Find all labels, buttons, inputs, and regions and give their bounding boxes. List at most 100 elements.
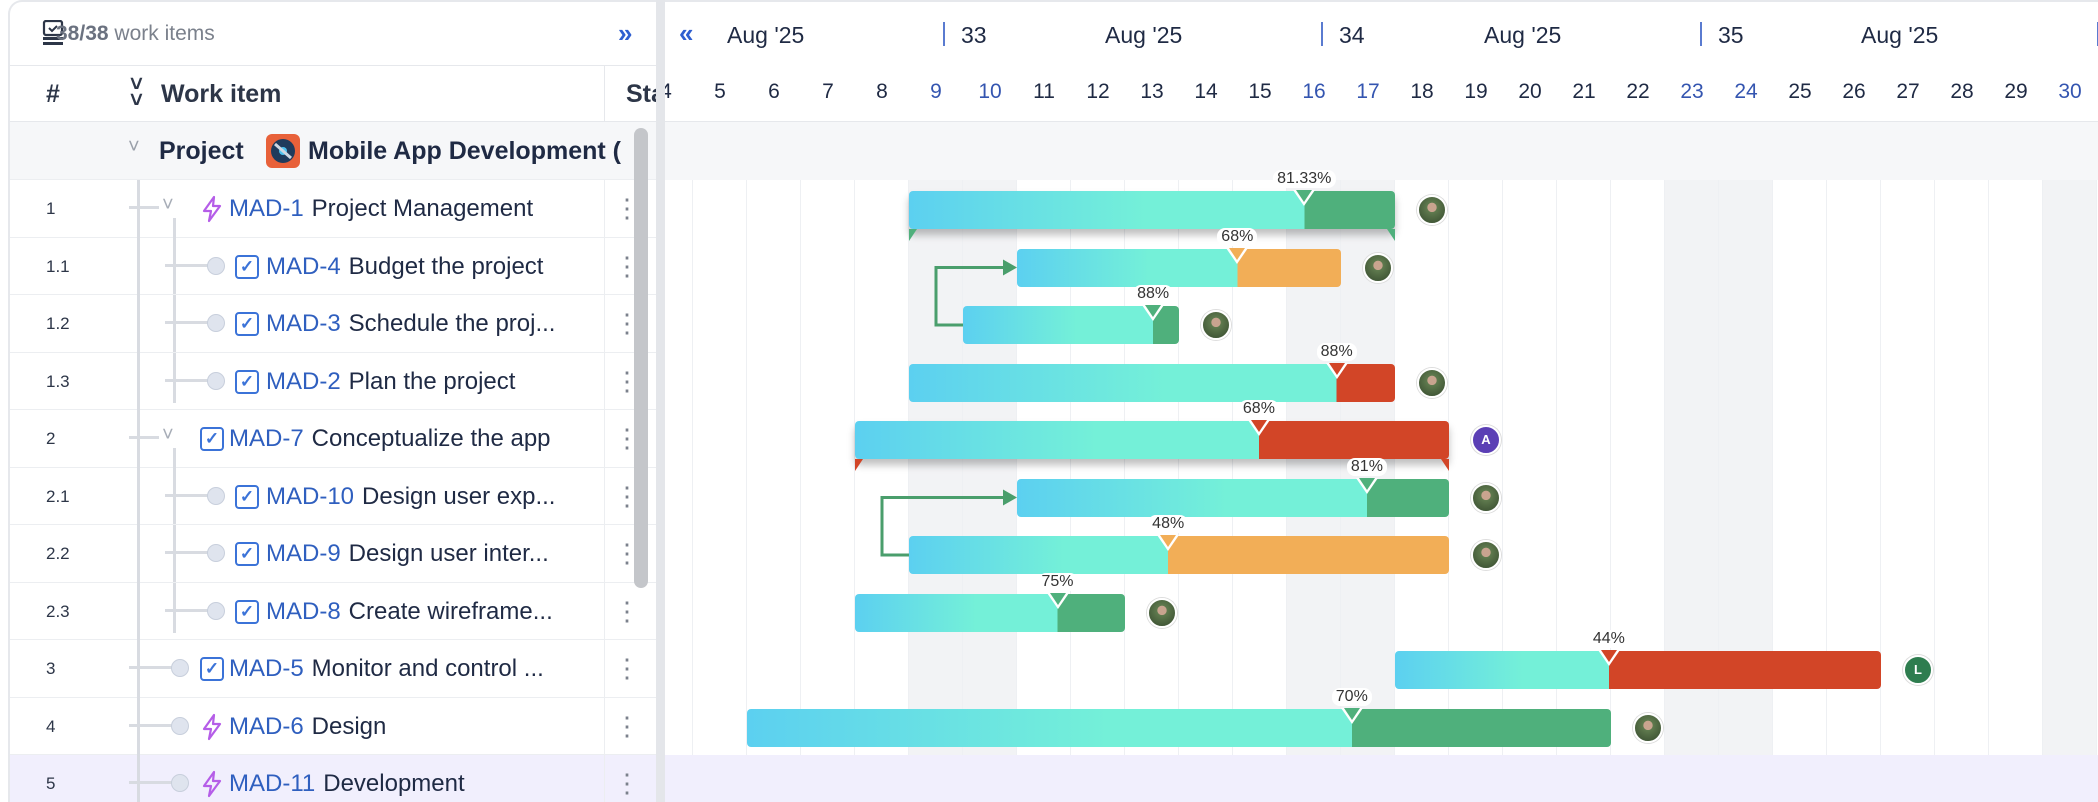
work-item-key[interactable]: MAD-3 bbox=[266, 310, 341, 337]
gantt-bar[interactable]: 44% bbox=[1395, 630, 1881, 689]
month-label: Aug '25 bbox=[727, 22, 805, 48]
gantt-bar[interactable]: 48% bbox=[909, 515, 1449, 574]
work-item-title[interactable]: MAD-3 Schedule the proj... bbox=[266, 310, 555, 338]
collapse-panel-button[interactable]: » bbox=[618, 18, 633, 48]
work-item-key[interactable]: MAD-10 bbox=[266, 482, 355, 510]
table-row[interactable]: 1.3 ✓ MAD-2 Plan the project ⋮ bbox=[10, 352, 660, 410]
scrollbar[interactable] bbox=[634, 128, 648, 588]
work-item-title[interactable]: MAD-5 Monitor and control ... bbox=[229, 655, 544, 683]
column-status[interactable]: Sta bbox=[626, 80, 660, 108]
project-name[interactable]: Mobile App Development ( bbox=[308, 137, 621, 165]
table-row[interactable]: 1.1 ✓ MAD-4 Budget the project ⋮ bbox=[10, 237, 660, 295]
day-column bbox=[855, 180, 909, 755]
gantt-bar[interactable]: 88% bbox=[909, 342, 1395, 402]
assignee-avatar[interactable] bbox=[1147, 597, 1177, 628]
dependency-arrow[interactable] bbox=[880, 496, 1005, 557]
work-item-key[interactable]: MAD-11 bbox=[229, 770, 316, 797]
gantt-bar[interactable]: 75% bbox=[855, 572, 1125, 632]
tree-line bbox=[137, 180, 140, 802]
expand-all-icon[interactable]: ˅ ˅ bbox=[130, 71, 143, 112]
work-item-title[interactable]: MAD-6 Design bbox=[229, 713, 386, 741]
assignee-avatar[interactable]: L bbox=[1903, 655, 1933, 685]
assignee-avatar[interactable]: A bbox=[1471, 425, 1501, 455]
more-options-icon[interactable]: ⋮ bbox=[614, 710, 640, 741]
work-item-key[interactable]: MAD-8 bbox=[266, 597, 341, 625]
work-item-key[interactable]: MAD-2 bbox=[266, 367, 341, 395]
assignee-avatar[interactable] bbox=[1417, 195, 1447, 225]
table-row[interactable]: 2.3 ✓ MAD-8 Create wireframe... ⋮ bbox=[10, 582, 660, 640]
row-number: 4 bbox=[46, 716, 56, 736]
lightning-icon bbox=[200, 195, 224, 227]
day-label: 16 bbox=[1302, 80, 1326, 103]
day-label: 8 bbox=[876, 80, 888, 103]
day-label: 25 bbox=[1788, 80, 1812, 103]
gantt-bar[interactable]: 68% bbox=[1017, 227, 1341, 287]
work-item-title[interactable]: MAD-8 Create wireframe... bbox=[266, 598, 553, 626]
work-item-key[interactable]: MAD-1 bbox=[229, 195, 304, 222]
gantt-bar[interactable]: 68% bbox=[855, 400, 1449, 471]
chevron-down-icon[interactable]: ˅ bbox=[162, 424, 174, 446]
table-row[interactable]: 1 ˅ MAD-1 Project Management ⋮ bbox=[10, 180, 660, 403]
work-item-name: Design user exp... bbox=[362, 482, 556, 510]
work-item-name: Development bbox=[323, 770, 465, 797]
tree-connector bbox=[129, 723, 173, 727]
work-item-key[interactable]: MAD-4 bbox=[266, 252, 341, 280]
column-divider bbox=[604, 582, 605, 640]
work-item-title[interactable]: MAD-9 Design user inter... bbox=[266, 540, 549, 568]
assignee-avatar[interactable] bbox=[1417, 367, 1447, 398]
work-item-name: Schedule the proj... bbox=[348, 310, 556, 337]
chevron-down-icon[interactable]: ˅ bbox=[162, 194, 174, 216]
work-item-key[interactable]: MAD-6 bbox=[229, 712, 304, 740]
work-item-key[interactable]: MAD-5 bbox=[229, 655, 304, 682]
work-item-title[interactable]: MAD-4 Budget the project bbox=[266, 253, 543, 281]
assignee-avatar[interactable] bbox=[1633, 712, 1663, 743]
gantt-bar[interactable]: 81% bbox=[1017, 457, 1449, 517]
arrowhead-icon bbox=[1003, 259, 1017, 276]
column-work-item[interactable]: Work item bbox=[161, 80, 282, 108]
more-options-icon[interactable]: ⋮ bbox=[614, 595, 640, 626]
arrowhead-icon bbox=[1003, 489, 1017, 506]
progress-label: 88% bbox=[1316, 342, 1357, 361]
work-item-title[interactable]: MAD-2 Plan the project bbox=[266, 368, 515, 396]
assignee-avatar[interactable] bbox=[1471, 482, 1501, 513]
more-options-icon[interactable]: ⋮ bbox=[614, 768, 640, 798]
table-row[interactable]: 2 ˅ ✓ MAD-7 Conceptualize the app ⋮ bbox=[10, 410, 660, 633]
work-item-key[interactable]: MAD-7 bbox=[229, 425, 304, 452]
day-label: 15 bbox=[1248, 80, 1272, 103]
more-options-icon[interactable]: ⋮ bbox=[614, 653, 640, 683]
work-item-title[interactable]: MAD-10 Design user exp... bbox=[266, 483, 555, 511]
panel-resize-handle[interactable] bbox=[656, 0, 665, 802]
gantt-bar[interactable]: 88% bbox=[963, 285, 1179, 344]
table-row[interactable]: 2.2 ✓ MAD-9 Design user inter... ⋮ bbox=[10, 525, 660, 583]
work-item-key[interactable]: MAD-9 bbox=[266, 540, 341, 567]
table-row[interactable]: 2.1 ✓ MAD-10 Design user exp... ⋮ bbox=[10, 467, 660, 525]
scroll-back-button[interactable]: « bbox=[679, 18, 694, 48]
table-row[interactable]: 3 ✓ MAD-5 Monitor and control ... ⋮ bbox=[10, 640, 660, 698]
bar-end-marker bbox=[1387, 229, 1395, 241]
dependency-arrow[interactable] bbox=[934, 266, 1005, 327]
week-separator bbox=[1700, 22, 1702, 46]
assignee-avatar[interactable] bbox=[1201, 310, 1231, 340]
table-row[interactable]: 4 MAD-6 Design ⋮ bbox=[10, 697, 660, 755]
week-number: 35 bbox=[1718, 22, 1744, 48]
gantt-bar[interactable]: 81.33% bbox=[909, 170, 1395, 241]
table-row[interactable]: 1.2 ✓ MAD-3 Schedule the proj... ⋮ bbox=[10, 295, 660, 353]
work-item-title[interactable]: MAD-11 Development bbox=[229, 770, 465, 798]
table-row[interactable]: 5 MAD-11 Development ⋮ bbox=[10, 755, 660, 802]
project-row[interactable]: ˅ Project Mobile App Development ( bbox=[10, 122, 660, 180]
day-label: 26 bbox=[1842, 80, 1866, 103]
work-item-name: Project Management bbox=[311, 195, 534, 222]
tree-connector bbox=[165, 493, 211, 497]
work-item-title[interactable]: MAD-7 Conceptualize the app bbox=[229, 425, 551, 453]
day-column bbox=[1017, 180, 1071, 755]
assignee-avatar[interactable] bbox=[1471, 540, 1501, 570]
assignee-avatar[interactable] bbox=[1363, 252, 1393, 283]
day-column bbox=[801, 180, 855, 755]
chevron-down-icon[interactable]: ˅ bbox=[128, 136, 140, 158]
status-dot-icon bbox=[207, 371, 225, 390]
progress-label: 70% bbox=[1331, 687, 1372, 706]
work-item-title[interactable]: MAD-1 Project Management bbox=[229, 195, 533, 223]
bar-start-marker bbox=[909, 229, 917, 241]
gantt-bar[interactable]: 70% bbox=[747, 687, 1611, 747]
day-column bbox=[1503, 180, 1557, 755]
